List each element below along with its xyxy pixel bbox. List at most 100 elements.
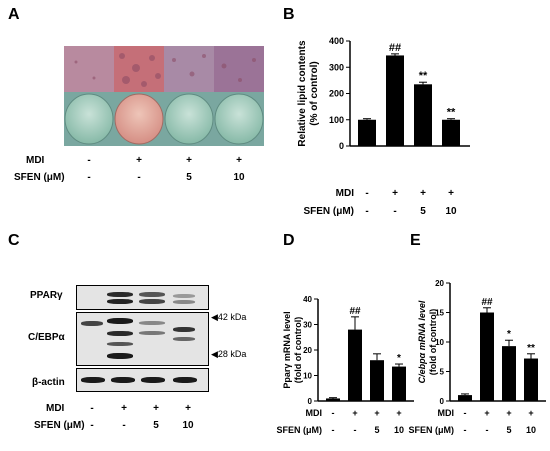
d-y-label: Pparγ mRNA level — [282, 311, 292, 388]
e-tick-label: 5 — [440, 368, 445, 377]
e-y-label: C/ebpα mRNA level — [417, 300, 427, 383]
d-bar — [370, 360, 384, 401]
b-tick-label: 400 — [329, 36, 344, 46]
arrow-icon: ◀ — [211, 312, 218, 322]
arrow-icon: ◀ — [211, 349, 218, 359]
panel-letter-e: E — [410, 232, 421, 249]
d-significance: ## — [349, 306, 361, 317]
d-tick-label: 10 — [303, 372, 312, 381]
e-tick-label: 15 — [435, 309, 444, 318]
b-mdi-cell: + — [448, 188, 454, 199]
b-mdi-cell: - — [365, 188, 368, 199]
b-sfen-cell: 5 — [420, 206, 426, 217]
d-tick-label: 0 — [308, 397, 313, 406]
e-tick-label: 0 — [440, 397, 445, 406]
c-sfen-2: - — [122, 420, 126, 431]
e-bar — [524, 358, 538, 401]
a-mdi-label: MDI — [26, 155, 45, 166]
b-mdi-label: MDI — [336, 188, 355, 199]
e-sfen-cell: - — [464, 425, 467, 435]
e-significance: ** — [527, 343, 535, 354]
d-sfen-cell: 10 — [394, 425, 404, 435]
b-bar — [386, 55, 404, 146]
blot-label-actin: β-actin — [32, 377, 65, 388]
plate-2 — [114, 93, 164, 145]
a-mdi-1: - — [87, 155, 91, 166]
panel-letter-a: A — [8, 6, 20, 23]
b-mdi-cell: + — [420, 188, 426, 199]
e-mdi-cell: + — [484, 408, 489, 418]
blot-actin — [76, 368, 209, 392]
b-sfen-cell: - — [393, 206, 396, 217]
e-significance: * — [507, 329, 511, 340]
d-bar — [348, 329, 362, 401]
d-tick-label: 20 — [303, 346, 312, 355]
b-mdi-cell: + — [392, 188, 398, 199]
b-significance: ** — [447, 107, 456, 119]
panel-letter-d: D — [283, 232, 295, 249]
marker-42-label: 42 kDa — [217, 312, 247, 322]
d-sfen-cell: - — [332, 425, 335, 435]
panel-letter-b: B — [283, 6, 295, 23]
d-tick-label: 40 — [303, 295, 312, 304]
marker-42: ◀42 kDa — [211, 312, 246, 323]
a-mdi-4: + — [236, 155, 242, 166]
e-mdi-cell: + — [506, 408, 511, 418]
b-sfen-cell: 10 — [445, 206, 457, 217]
blot-label-cebp: C/EBPα — [28, 332, 65, 343]
a-sfen-4: 10 — [233, 172, 245, 183]
b-significance: ** — [419, 70, 428, 82]
c-mdi-4: + — [185, 403, 191, 414]
b-sfen-label: SFEN (μM) — [303, 206, 354, 217]
b-y-label: (% of control) — [309, 61, 320, 125]
e-sfen-label: SFEN (μM) — [408, 425, 454, 435]
d-y-label: (fold of control) — [293, 317, 303, 383]
a-sfen-2: - — [137, 172, 141, 183]
d-mdi-cell: - — [332, 408, 335, 418]
plate-1 — [64, 93, 114, 145]
e-sfen-cell: 5 — [506, 425, 511, 435]
d-bar — [326, 398, 340, 401]
b-significance: ## — [389, 42, 401, 54]
e-tick-label: 10 — [435, 338, 444, 347]
e-mdi-cell: - — [464, 408, 467, 418]
a-mdi-2: + — [136, 155, 142, 166]
d-sfen-cell: - — [354, 425, 357, 435]
e-sfen-cell: 10 — [526, 425, 536, 435]
a-sfen-label: SFEN (μM) — [14, 172, 65, 183]
a-mdi-3: + — [186, 155, 192, 166]
c-mdi-1: - — [90, 403, 94, 414]
c-mdi-3: + — [153, 403, 159, 414]
blot-ppar — [76, 285, 209, 310]
e-bar — [458, 395, 472, 401]
plate-4 — [214, 93, 264, 145]
d-mdi-cell: + — [352, 408, 357, 418]
e-tick-label: 20 — [435, 279, 444, 288]
e-mdi-label: MDI — [438, 408, 455, 418]
a-sfen-1: - — [87, 172, 91, 183]
plate-3 — [164, 93, 214, 145]
blot-cebp — [76, 312, 209, 366]
b-tick-label: 100 — [329, 115, 344, 125]
micrograph-1 — [64, 46, 114, 92]
marker-28: ◀28 kDa — [211, 349, 246, 360]
panel-letter-c: C — [8, 232, 20, 249]
b-sfen-cell: - — [365, 206, 368, 217]
d-mdi-label: MDI — [306, 408, 323, 418]
d-significance: * — [397, 353, 401, 364]
e-mdi-cell: + — [528, 408, 533, 418]
b-tick-label: 0 — [339, 141, 344, 151]
c-sfen-3: 5 — [153, 420, 159, 431]
b-bar — [358, 119, 376, 146]
e-sfen-cell: - — [486, 425, 489, 435]
e-significance: ## — [481, 297, 493, 308]
c-sfen-4: 10 — [182, 420, 194, 431]
d-mdi-cell: + — [396, 408, 401, 418]
b-tick-label: 300 — [329, 62, 344, 72]
d-sfen-label: SFEN (μM) — [276, 425, 322, 435]
b-bar — [414, 84, 432, 146]
b-tick-label: 200 — [329, 89, 344, 99]
blot-label-ppar: PPARγ — [30, 290, 63, 301]
